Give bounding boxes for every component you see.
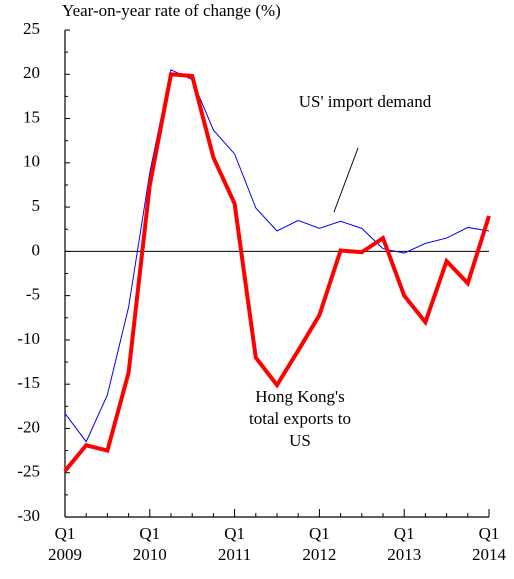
y-tick-label: -15 — [17, 373, 40, 392]
x-tick-label: Q1 2009 — [48, 524, 82, 564]
y-tick-label: 15 — [23, 107, 40, 126]
y-tick-label: 20 — [23, 63, 40, 82]
annotation: US' import demand — [298, 92, 432, 111]
x-tick-label: Q1 2014 — [472, 524, 506, 564]
series-line — [64, 69, 490, 443]
x-tick-label: Q1 2012 — [302, 524, 337, 564]
y-tick-label: -30 — [17, 506, 40, 525]
x-tick-label: Q1 2013 — [387, 524, 422, 564]
x-tick-label: Q1 2011 — [217, 524, 252, 564]
chart-title: Year-on-year rate of change (%) — [62, 1, 281, 20]
series-line — [63, 72, 491, 473]
y-tick-label: -5 — [26, 285, 40, 304]
annotation-pointer — [333, 147, 359, 213]
y-tick-label: 0 — [32, 240, 41, 259]
y-tick-label: -20 — [17, 417, 40, 436]
y-tick-label: 5 — [32, 196, 41, 215]
y-tick-label: 10 — [23, 152, 40, 171]
annotation: Hong Kong's total exports to US — [249, 387, 351, 450]
y-tick-label: -25 — [17, 462, 40, 481]
y-tick-label: 25 — [23, 19, 40, 38]
y-tick-label: -10 — [17, 329, 40, 348]
x-tick-label: Q1 2010 — [132, 524, 167, 564]
